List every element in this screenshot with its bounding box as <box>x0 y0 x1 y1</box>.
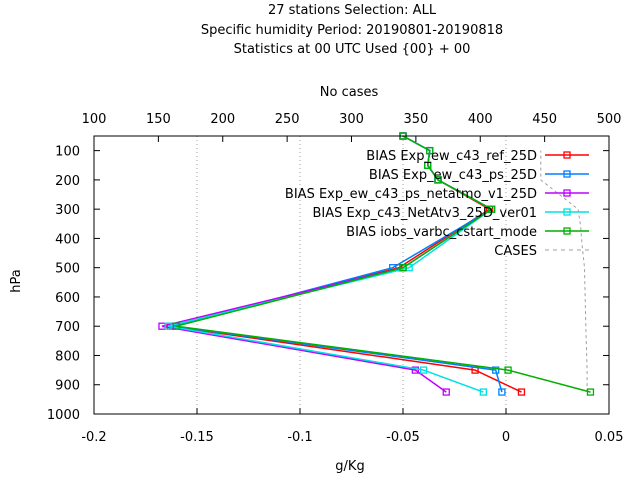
legend-label-3: BIAS Exp_ew_c43_ps_netatmo_v1_25D <box>285 187 537 202</box>
series-5-point <box>426 146 434 155</box>
top-tick-label: 500 <box>597 112 622 127</box>
series-5-point <box>504 366 512 374</box>
y-tick-label: 500 <box>55 262 80 277</box>
legend-label-5: BIAS iobs_varbc_cstart_mode <box>346 225 537 240</box>
y-tick-label: 100 <box>55 145 80 160</box>
top-tick-label: 400 <box>468 112 493 127</box>
cases-line <box>540 150 588 393</box>
series-5-point <box>172 322 181 330</box>
legend-marker-4 <box>563 208 571 216</box>
chart-title-line-3: Statistics at 00 UTC Used {00} + 00 <box>234 42 471 57</box>
x-tick-label: 0 <box>502 430 510 445</box>
legend-marker-1 <box>563 151 571 159</box>
series-5-point <box>586 388 595 396</box>
series-2-point <box>498 388 506 396</box>
top-tick-label: 200 <box>210 112 235 127</box>
x-axis-label: g/Kg <box>335 459 364 474</box>
y-tick-label: 900 <box>55 379 80 394</box>
x-tick-label: -0.05 <box>386 430 420 445</box>
y-tick-label: 1000 <box>47 408 80 423</box>
y-tick-label: 200 <box>55 174 80 189</box>
legend-label-6: CASES <box>494 244 537 259</box>
series-4-point <box>479 388 487 396</box>
legend-marker-5 <box>563 227 571 235</box>
x-tick-label: -0.1 <box>287 430 312 445</box>
legend-label-4: BIAS Exp_c43_NetAtv3_25D_ver01 <box>312 206 537 221</box>
legend-label-1: BIAS Exp_ew_c43_ref_25D <box>366 149 537 164</box>
series-1-point <box>517 388 526 396</box>
x-tick-label: -0.2 <box>81 430 106 445</box>
series-5-point <box>434 176 442 184</box>
y-tick-label: 800 <box>55 349 80 364</box>
chart-title-line-1: 27 stations Selection: ALL <box>268 3 437 18</box>
y-axis-label: hPa <box>9 269 24 292</box>
y-tick-label: 400 <box>55 232 80 247</box>
legend-label-2: BIAS Exp_ew_c43_ps_25D <box>369 168 537 183</box>
top-tick-label: 250 <box>275 112 300 127</box>
legend-marker-3 <box>563 189 571 197</box>
top-tick-label: 450 <box>532 112 557 127</box>
y-tick-label: 700 <box>55 320 80 335</box>
series-3-point <box>442 388 450 396</box>
top-tick-label: 150 <box>146 112 171 127</box>
top-tick-label: 350 <box>403 112 428 127</box>
chart-title-line-2: Specific humidity Period: 20190801-20190… <box>201 23 503 38</box>
top-axis-label: No cases <box>320 85 379 100</box>
y-tick-label: 300 <box>55 203 80 218</box>
series-2-point <box>492 366 500 374</box>
x-tick-label: 0.05 <box>595 430 624 445</box>
series-4-point <box>419 366 428 374</box>
top-tick-label: 300 <box>339 112 364 127</box>
series-3-point <box>411 366 420 374</box>
series-5-point <box>424 161 432 169</box>
legend-marker-2 <box>563 170 571 178</box>
series-5-point <box>487 205 496 213</box>
series-5-point <box>399 264 407 272</box>
top-tick-label: 100 <box>82 112 107 127</box>
series-4-point <box>164 322 172 330</box>
x-tick-label: -0.15 <box>180 430 214 445</box>
y-tick-label: 600 <box>55 291 80 306</box>
series-line-5 <box>176 135 591 393</box>
